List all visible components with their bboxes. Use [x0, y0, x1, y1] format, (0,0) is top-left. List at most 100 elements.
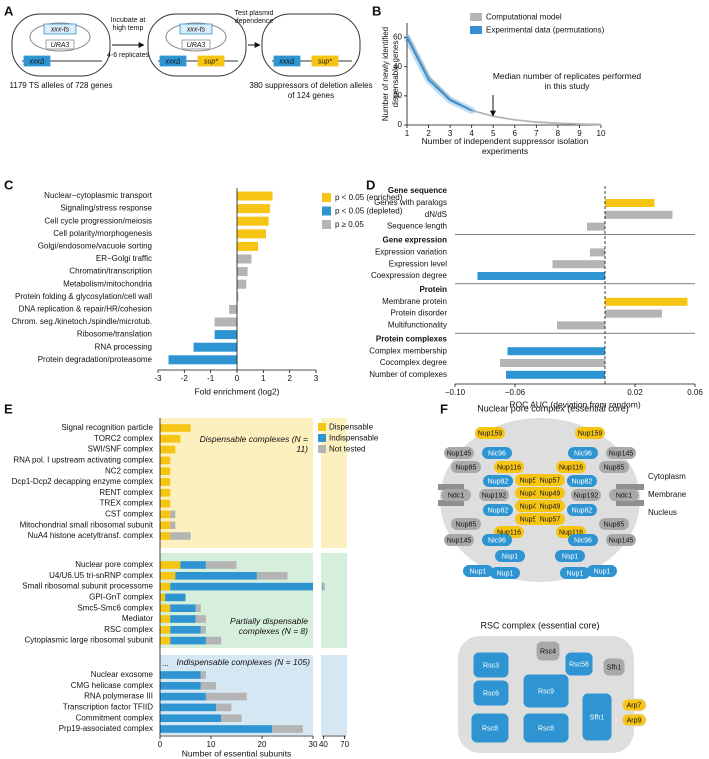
bar — [605, 297, 688, 306]
caption: 1179 TS alleles of 728 genes — [9, 81, 113, 90]
protein-node — [490, 567, 520, 579]
protein-label: Nup82 — [488, 478, 509, 485]
uncertainty-band — [403, 34, 476, 114]
protein-node — [535, 500, 565, 512]
bar-segment — [160, 703, 217, 712]
protein-label: Nup49 — [520, 503, 541, 510]
protein-node — [522, 673, 570, 709]
suppressor: sup* — [204, 58, 218, 65]
legend-swatch — [470, 26, 482, 34]
bar-segment — [160, 521, 171, 529]
legend-swatch — [322, 206, 331, 216]
panel-label: E — [4, 401, 13, 416]
protein-node — [602, 657, 626, 677]
legend-label: Dispensable — [329, 423, 374, 432]
y-tick-label: 0 — [398, 120, 403, 129]
protein-label: Nup49 — [520, 490, 541, 497]
x-tick-label: 1 — [261, 374, 266, 383]
category-label: Golgi/endosome/vacuole sorting — [38, 242, 152, 251]
deletion: xxxΔ — [164, 58, 181, 65]
protein-label: Nup49 — [540, 490, 561, 497]
bar-segment — [221, 714, 242, 722]
protein-label: Nup159 — [578, 430, 603, 437]
protein-label: Nup159 — [478, 430, 503, 437]
group-label-box: Dispensable complexes (N = 11) — [199, 434, 308, 455]
membrane — [438, 500, 464, 506]
y-axis-title-box: Number of newly identified dispensable g… — [381, 27, 400, 121]
deletion-box — [273, 55, 301, 67]
step-note-box: 4-6 replicates — [107, 52, 149, 59]
x-tick-label: −0.06 — [505, 388, 526, 397]
category-label: Signal recognition particle — [61, 423, 153, 432]
category-label: Prp19-associated complex — [59, 724, 153, 733]
protein-node — [568, 447, 598, 459]
ellipsis: ... — [162, 659, 169, 668]
protein-node — [535, 487, 565, 499]
x-tick-label: 0 — [158, 740, 163, 749]
bar-segment — [160, 604, 171, 612]
protein-label: Rsc3 — [483, 662, 499, 669]
category-label: Sequence length — [387, 222, 447, 231]
protein-label: Rsc8 — [482, 725, 498, 732]
category-label: TORC2 complex — [94, 434, 153, 443]
category-label: Expression variation — [375, 248, 447, 257]
bar-segment — [160, 572, 176, 580]
bar-segment — [160, 615, 171, 623]
marker: URA3 — [187, 42, 206, 49]
x-tick-label: 8 — [556, 129, 561, 138]
step-text: Incubate at high temp — [110, 17, 146, 33]
category-label: Chrom. seg./kinetoch./spindle/microtub. — [11, 317, 152, 326]
protein-label: Nup82 — [572, 478, 593, 485]
bar — [587, 222, 605, 231]
x-tick-label: 4 — [469, 129, 474, 138]
suppressor-box — [197, 55, 225, 67]
membrane — [616, 500, 644, 506]
x-tick-label: -3 — [154, 374, 162, 383]
protein-label: Arp7 — [627, 702, 642, 709]
x-tick-label: 6 — [513, 129, 518, 138]
group-label: Dispensable complexes (N = 11) — [199, 434, 308, 455]
x-tick-label: -1 — [207, 374, 215, 383]
bar — [237, 267, 248, 277]
x-axis-title-box: Number of independent suppressor isolati… — [421, 136, 589, 157]
x-tick-label: 1 — [405, 129, 410, 138]
group-label-box: Indispensable complexes (N = 105) — [177, 657, 310, 667]
protein-label: Nup82 — [488, 507, 509, 514]
bar-segment — [205, 561, 237, 569]
x-tick-label: 2 — [426, 129, 431, 138]
bar-segment — [272, 725, 303, 733]
legend-label: Indispensable — [329, 434, 379, 443]
category-label: Expression level — [389, 259, 447, 268]
diagram-title: Nuclear pore complex (essential core) — [477, 403, 629, 413]
x-axis-title: Number of independent suppressor isolati… — [421, 136, 589, 157]
legend-swatch — [470, 13, 482, 21]
protein-node — [564, 651, 594, 677]
legend-swatch — [318, 434, 326, 442]
protein-label: Nup116 — [497, 529, 521, 536]
category-label: U4/U6.U5 tri-snRNP complex — [49, 571, 153, 580]
protein-label: Nup1 — [497, 570, 514, 577]
category-label: Ribosome/translation — [77, 330, 152, 339]
bar-segment — [256, 572, 288, 580]
membrane — [438, 484, 464, 490]
x-tick-label: 3 — [314, 374, 319, 383]
protein-label: Nup192 — [574, 492, 599, 499]
bar-segment — [170, 582, 313, 591]
step-text-box: Test plasmid dependence — [235, 10, 274, 25]
x-tick-label: 0.06 — [687, 388, 703, 397]
plasmid-gene-box — [179, 23, 213, 35]
category-label: CMG helicase complex — [71, 681, 153, 690]
plasmid — [29, 22, 91, 52]
category-label: RNA polymerase III — [84, 692, 153, 701]
protein-label: Nup85 — [604, 521, 625, 528]
bar — [214, 317, 237, 327]
annotation: Median number of replicates performed in… — [492, 71, 642, 92]
protein-node — [475, 427, 505, 439]
protein-label: Nup1 — [594, 568, 611, 575]
bar-segment — [160, 467, 171, 475]
category-label: Coexpression degree — [371, 271, 448, 280]
bar-segment — [322, 582, 323, 591]
bar — [477, 272, 605, 280]
